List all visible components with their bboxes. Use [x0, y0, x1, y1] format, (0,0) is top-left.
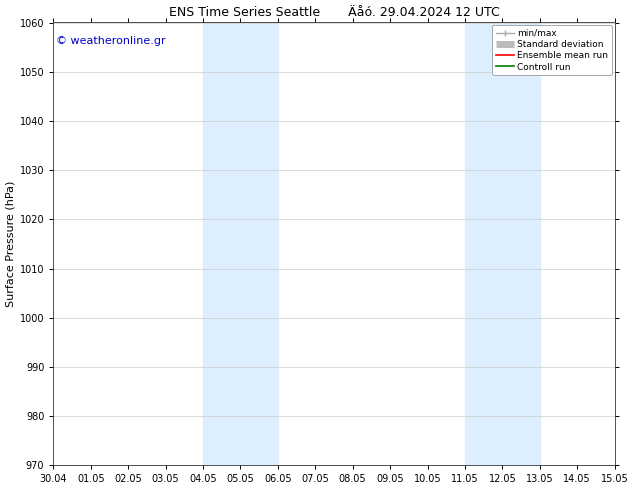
Legend: min/max, Standard deviation, Ensemble mean run, Controll run: min/max, Standard deviation, Ensemble me…	[492, 25, 612, 75]
Title: ENS Time Series Seattle       Äåó. 29.04.2024 12 UTC: ENS Time Series Seattle Äåó. 29.04.2024 …	[169, 5, 500, 19]
Bar	[203, 23, 278, 466]
Bar	[465, 23, 540, 466]
Text: © weatheronline.gr: © weatheronline.gr	[56, 36, 166, 46]
Y-axis label: Surface Pressure (hPa): Surface Pressure (hPa)	[6, 181, 16, 307]
